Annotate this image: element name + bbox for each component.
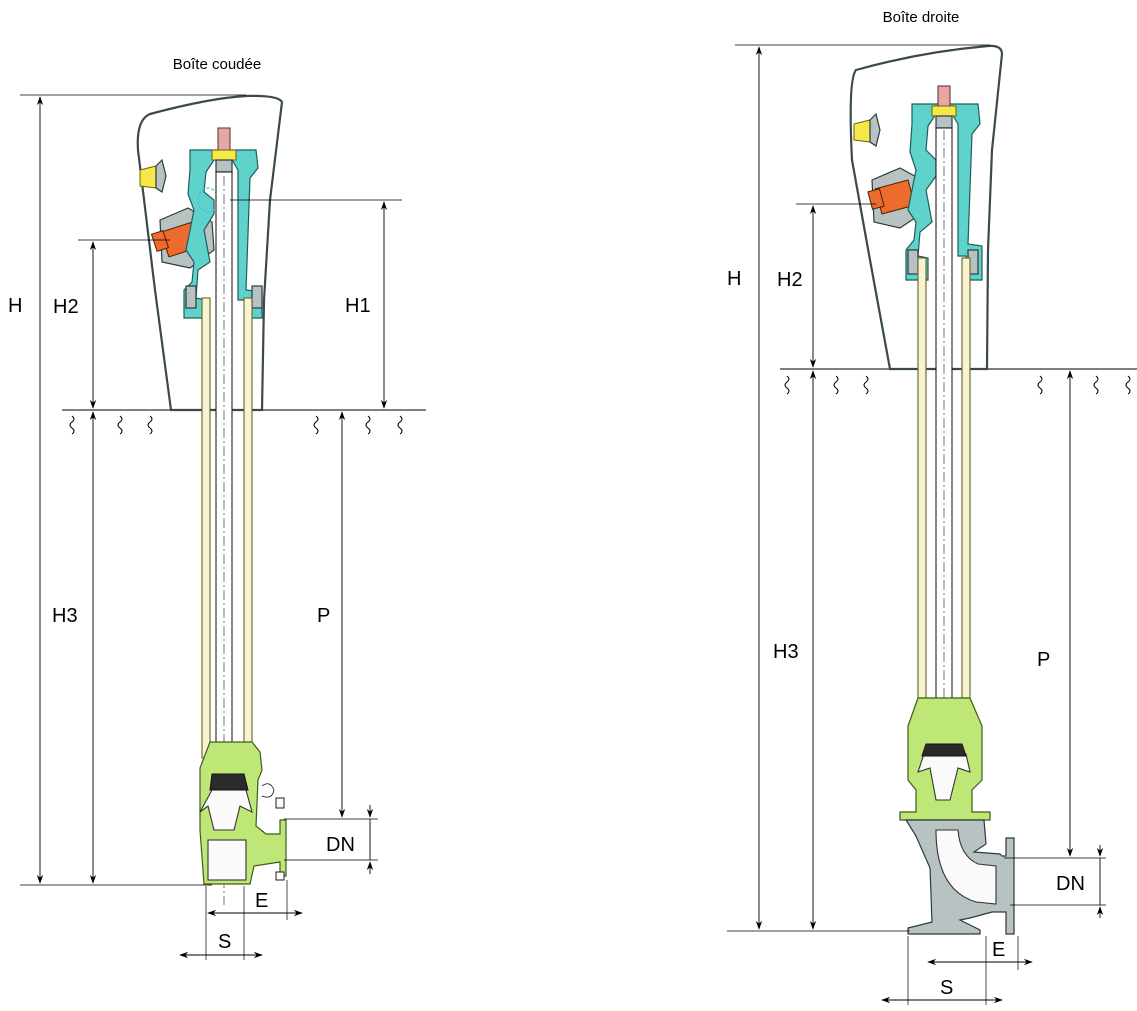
left-label-H3: H3 [52,605,78,627]
right-label-E: E [992,939,1005,961]
left-extension-lines [20,94,402,960]
left-cap [139,158,167,193]
left-label-P: P [317,605,330,627]
right-dimension-lines [755,46,1104,1004]
right-label-P: P [1037,649,1050,671]
right-label-H3: H3 [773,641,799,663]
left-operating-nut [211,127,237,173]
left-valve-body [183,149,263,319]
right-cap [853,112,881,147]
left-figure: Boîte coudée [8,56,426,960]
right-label-H: H [727,268,741,290]
right-label-DN: DN [1056,873,1085,895]
left-label-H: H [8,295,22,317]
left-label-H1: H1 [345,295,371,317]
right-figure: Boîte droite [727,9,1137,1005]
left-dimension-lines [36,96,388,959]
left-label-H2: H2 [53,296,79,318]
left-caption: Boîte coudée [173,56,261,73]
right-operating-nut [931,85,957,129]
right-ground-line [780,368,1137,395]
left-label-E: E [255,890,268,912]
right-lower-body [899,697,1015,935]
left-label-S: S [218,931,231,953]
right-caption: Boîte droite [883,9,960,26]
right-label-H2: H2 [777,269,803,291]
left-label-DN: DN [326,834,355,856]
right-extension-lines [727,44,1106,1005]
left-lower-body [199,741,287,885]
right-label-S: S [940,977,953,999]
